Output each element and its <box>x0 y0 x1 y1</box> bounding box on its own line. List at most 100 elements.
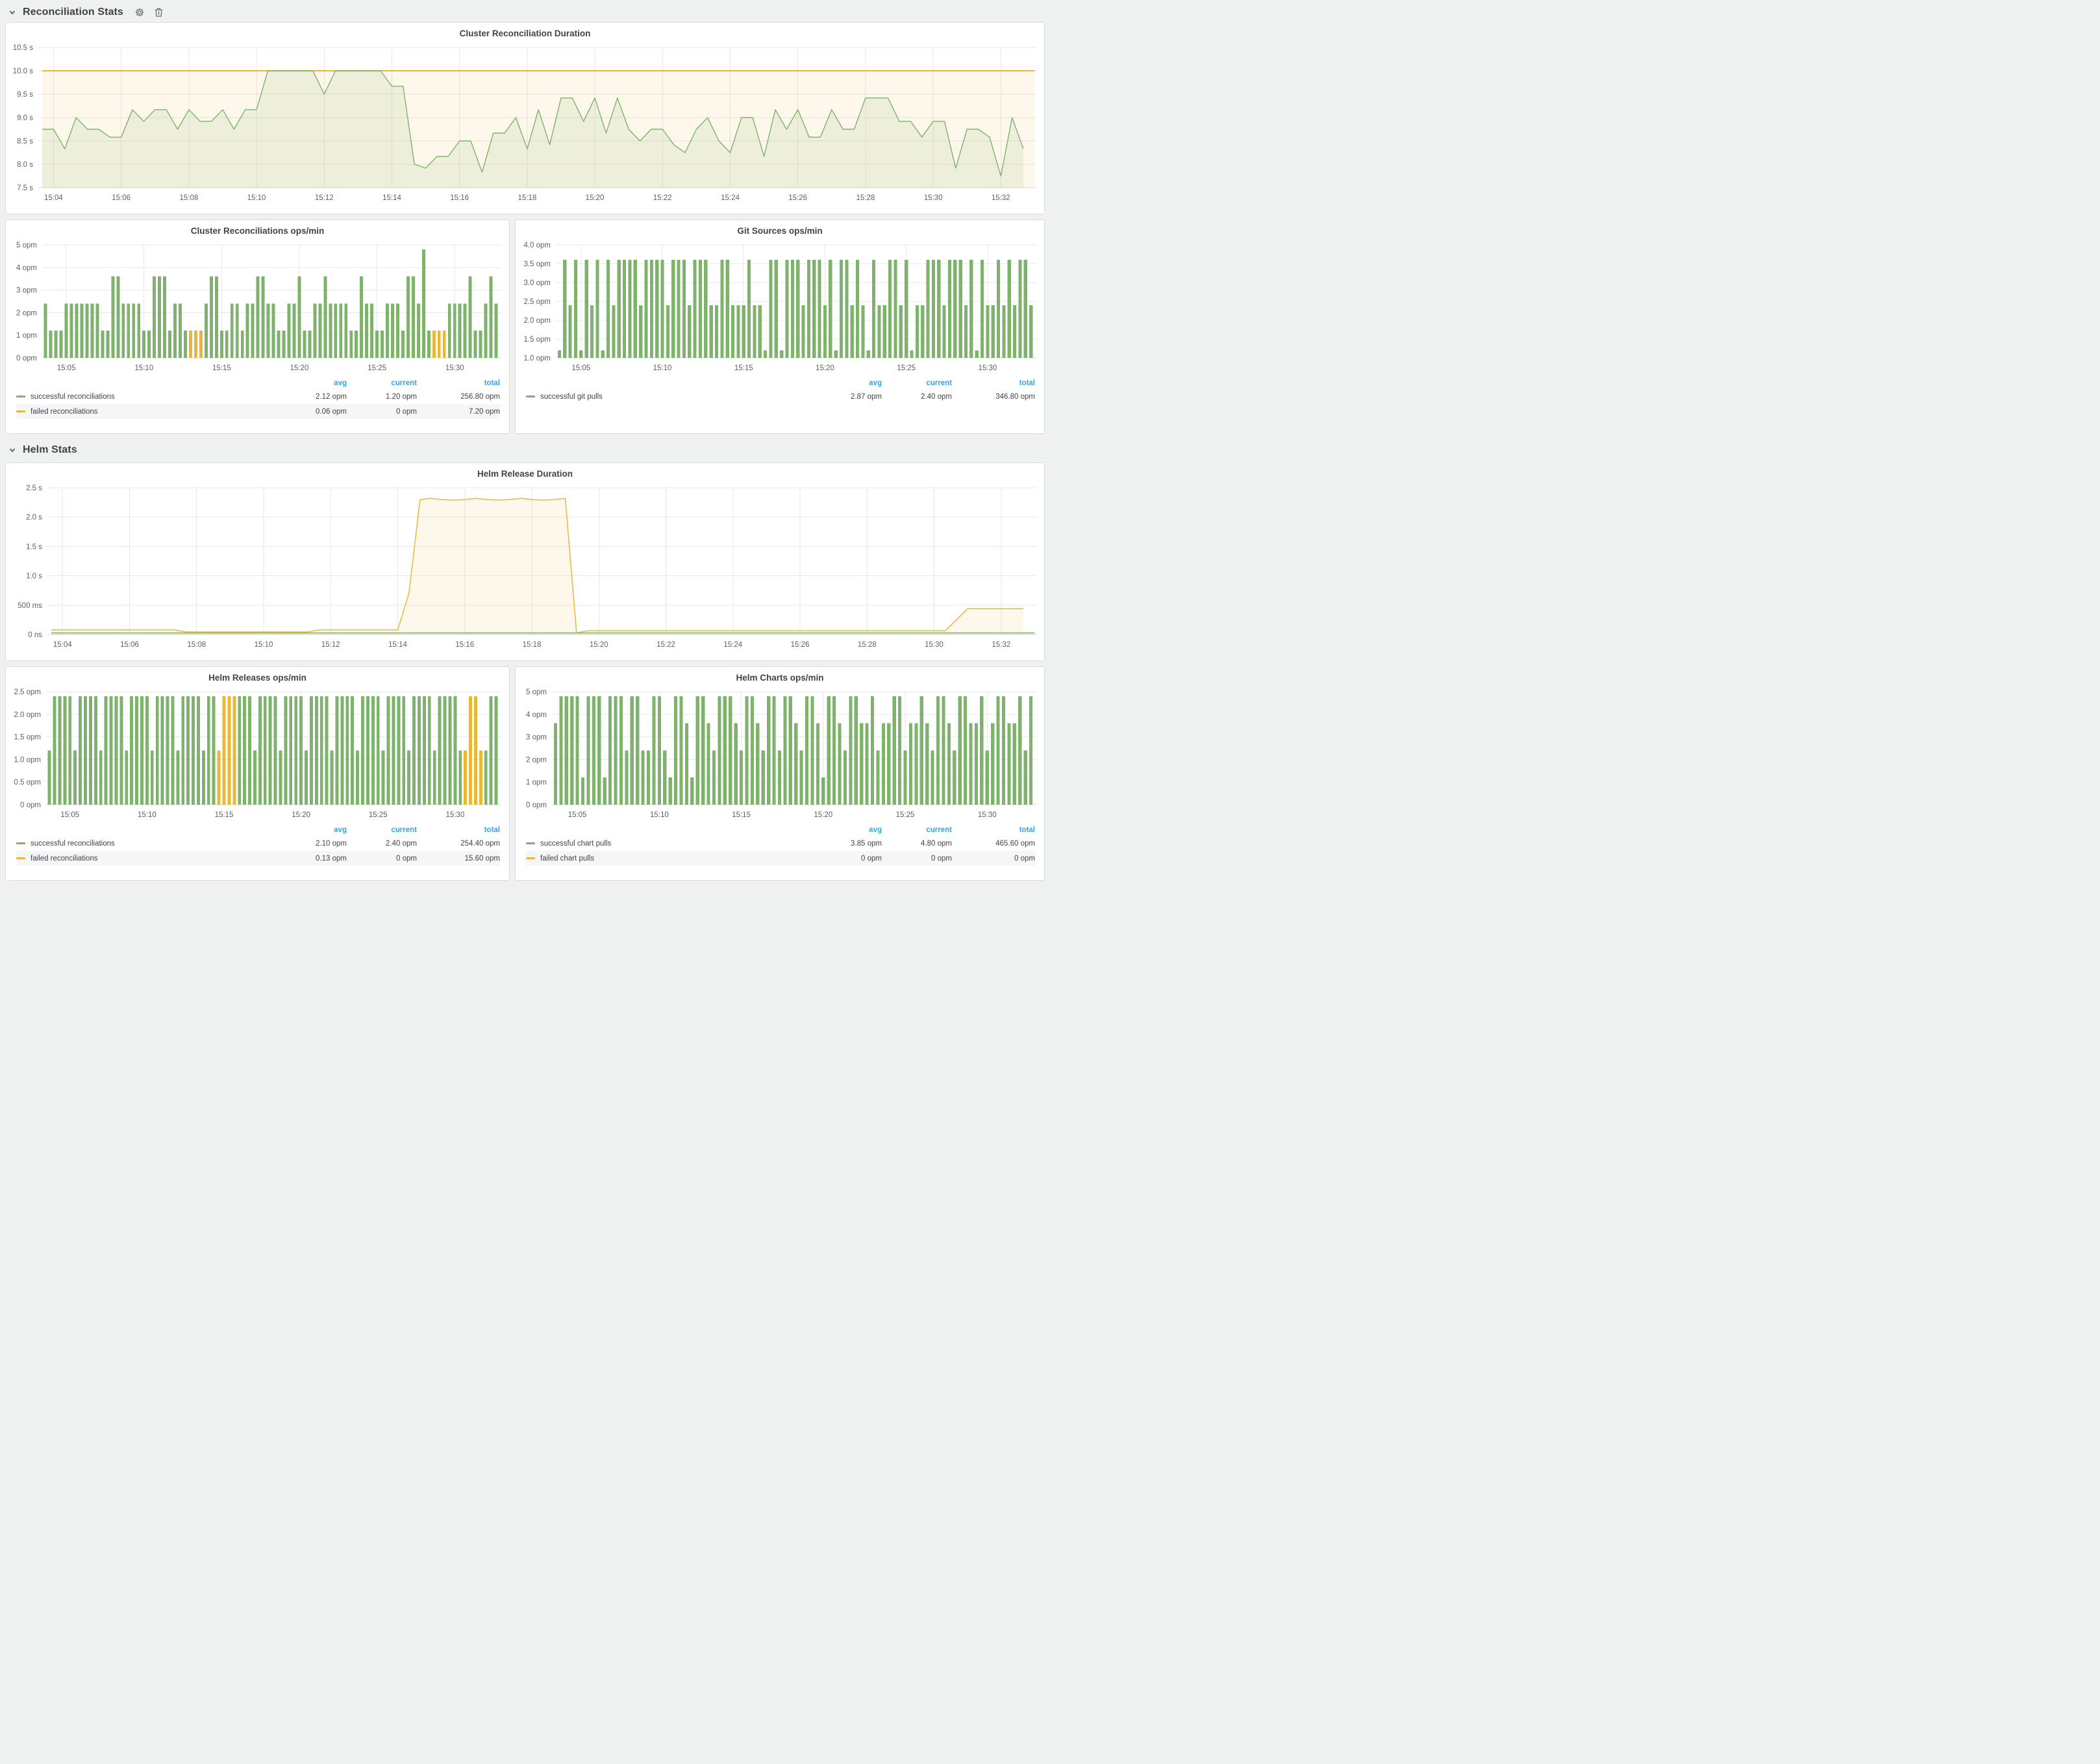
legend-row-successful-reconciliations: successful reconciliations 2.12 opm 1.20… <box>16 389 500 404</box>
panel-title[interactable]: Helm Charts ops/min <box>736 673 824 683</box>
chevron-down-icon[interactable] <box>8 446 17 455</box>
svg-text:1.5 opm: 1.5 opm <box>14 734 41 742</box>
legend-header-total[interactable]: total <box>484 826 500 834</box>
panel-cluster-reconciliations-ops: Cluster Reconciliations ops/min 0 opm 1 o… <box>5 220 510 434</box>
svg-text:15:10: 15:10 <box>138 811 156 819</box>
svg-text:15:20: 15:20 <box>290 364 309 372</box>
series-color-dash <box>16 410 25 412</box>
legend-row-successful-git-pulls: successful git pulls 2.87 opm 2.40 opm 3… <box>526 389 1035 404</box>
gear-icon[interactable] <box>134 7 145 18</box>
svg-text:3.5 opm: 3.5 opm <box>523 260 551 268</box>
svg-text:15:20: 15:20 <box>816 364 834 372</box>
legend-total-value: 0 opm <box>1014 854 1035 863</box>
legend-series-toggle[interactable]: successful reconciliations <box>16 393 277 401</box>
cluster-reconciliation-duration-chart[interactable]: 7.5 s 8.0 s 8.5 s 9.0 s 9.5 s 10.0 s 10.5 s 15:… <box>6 41 1044 206</box>
svg-text:9.0 s: 9.0 s <box>17 114 33 122</box>
svg-text:15:26: 15:26 <box>791 641 810 649</box>
panel-title[interactable]: Helm Releases ops/min <box>208 673 306 683</box>
panel-helm-releases-ops: Helm Releases ops/min 0 opm 0.5 opm 1.0 op… <box>5 666 510 881</box>
legend-row-failed-reconciliations: failed reconciliations 0.13 opm 0 opm 15… <box>16 851 500 866</box>
legend: avg current total successful chart pulls… <box>516 824 1044 866</box>
legend-total-value: 346.80 opm <box>995 392 1035 401</box>
svg-text:15:26: 15:26 <box>788 194 807 202</box>
legend-series-toggle[interactable]: successful chart pulls <box>526 840 812 848</box>
svg-text:2.5 s: 2.5 s <box>26 485 42 492</box>
legend-series-toggle[interactable]: failed chart pulls <box>526 855 812 863</box>
svg-text:2.5 opm: 2.5 opm <box>14 688 41 696</box>
svg-text:15:25: 15:25 <box>896 811 915 819</box>
svg-text:15:24: 15:24 <box>723 641 742 649</box>
svg-text:2 opm: 2 opm <box>16 309 37 317</box>
svg-text:15:30: 15:30 <box>445 364 464 372</box>
svg-text:15:12: 15:12 <box>321 641 340 649</box>
svg-text:2 opm: 2 opm <box>526 756 547 764</box>
legend-header-current[interactable]: current <box>391 379 417 387</box>
svg-text:15:20: 15:20 <box>586 194 605 202</box>
section-header-reconciliation-stats[interactable]: Reconciliation Stats <box>5 3 1045 22</box>
legend-total-value: 256.80 opm <box>460 392 500 401</box>
svg-text:1.5 opm: 1.5 opm <box>523 336 551 344</box>
legend-total-value: 465.60 opm <box>995 839 1035 848</box>
svg-text:15:05: 15:05 <box>568 811 587 819</box>
legend-header-current[interactable]: current <box>926 826 952 834</box>
chevron-down-icon[interactable] <box>8 8 17 17</box>
svg-text:2.0 opm: 2.0 opm <box>523 317 551 325</box>
svg-text:15:18: 15:18 <box>518 194 536 202</box>
svg-text:8.5 s: 8.5 s <box>17 138 33 145</box>
dashboard: Reconciliation Stats Cluster Reconciliat… <box>0 0 1050 887</box>
svg-text:15:06: 15:06 <box>112 194 131 202</box>
legend-current-value: 2.40 opm <box>921 392 952 401</box>
legend-current-value: 0 opm <box>931 854 952 863</box>
helm-charts-ops-chart[interactable]: 0 opm 1 opm 2 opm 3 opm 4 opm 5 opm 15:05 15:10… <box>516 685 1044 823</box>
legend-header-avg[interactable]: avg <box>334 826 347 834</box>
legend-header-total[interactable]: total <box>1019 379 1035 387</box>
svg-text:15:30: 15:30 <box>978 811 997 819</box>
panel-title[interactable]: Cluster Reconciliation Duration <box>459 29 591 38</box>
git-sources-ops-chart[interactable]: 1.0 opm 1.5 opm 2.0 opm 2.5 opm 3.0 opm 3.5 o… <box>516 238 1044 376</box>
svg-text:15:06: 15:06 <box>120 641 139 649</box>
svg-text:4 opm: 4 opm <box>16 264 37 272</box>
legend-series-toggle[interactable]: failed reconciliations <box>16 855 277 863</box>
panel-helm-charts-ops: Helm Charts ops/min 0 opm 1 opm 2 opm 3 opm… <box>515 666 1045 881</box>
svg-text:15:32: 15:32 <box>992 641 1010 649</box>
legend-current-value: 1.20 opm <box>386 392 417 401</box>
series-color-dash <box>16 396 25 397</box>
legend-header-avg[interactable]: avg <box>334 379 347 387</box>
legend-header-current[interactable]: current <box>926 379 952 387</box>
section-header-helm-stats[interactable]: Helm Stats <box>5 440 1045 460</box>
svg-text:1.5 s: 1.5 s <box>26 543 42 551</box>
legend-avg-value: 0 opm <box>861 854 882 863</box>
svg-text:1.0 opm: 1.0 opm <box>523 355 551 362</box>
series-color-dash <box>526 396 535 397</box>
svg-text:15:05: 15:05 <box>60 811 79 819</box>
legend-header-total[interactable]: total <box>484 379 500 387</box>
svg-text:15:28: 15:28 <box>856 194 875 202</box>
helm-release-duration-chart[interactable]: 0 ns 500 ms 1.0 s 1.5 s 2.0 s 2.5 s 15:04 15:06… <box>6 481 1044 653</box>
legend-header-total[interactable]: total <box>1019 826 1035 834</box>
legend-header-avg[interactable]: avg <box>869 379 882 387</box>
legend-series-toggle[interactable]: successful git pulls <box>526 393 812 401</box>
svg-text:15:25: 15:25 <box>368 364 386 372</box>
svg-text:5 opm: 5 opm <box>526 688 547 696</box>
panel-title[interactable]: Cluster Reconciliations ops/min <box>190 226 325 236</box>
svg-text:0 opm: 0 opm <box>20 801 41 809</box>
legend-header-avg[interactable]: avg <box>869 826 882 834</box>
cluster-reconciliations-ops-chart[interactable]: 0 opm 1 opm 2 opm 3 opm 4 opm 5 opm 15:05 15:10… <box>6 238 509 376</box>
legend-series-toggle[interactable]: failed reconciliations <box>16 408 277 416</box>
svg-text:10.0 s: 10.0 s <box>13 68 34 75</box>
panel-title[interactable]: Helm Release Duration <box>477 469 573 479</box>
svg-text:15:30: 15:30 <box>925 641 944 649</box>
svg-text:15:15: 15:15 <box>734 364 753 372</box>
panel-title[interactable]: Git Sources ops/min <box>737 226 823 236</box>
legend: avg current total successful reconciliat… <box>6 377 509 419</box>
svg-text:0 opm: 0 opm <box>526 801 547 809</box>
legend-header-current[interactable]: current <box>391 826 417 834</box>
helm-releases-ops-chart[interactable]: 0 opm 0.5 opm 1.0 opm 1.5 opm 2.0 opm 2.5 opm… <box>6 685 509 823</box>
svg-text:4 opm: 4 opm <box>526 711 547 719</box>
trash-icon[interactable] <box>154 7 164 18</box>
legend-series-toggle[interactable]: successful reconciliations <box>16 840 277 848</box>
svg-text:15:10: 15:10 <box>255 641 273 649</box>
svg-text:15:22: 15:22 <box>653 194 672 202</box>
series-color-dash <box>16 857 25 859</box>
svg-text:15:20: 15:20 <box>814 811 832 819</box>
